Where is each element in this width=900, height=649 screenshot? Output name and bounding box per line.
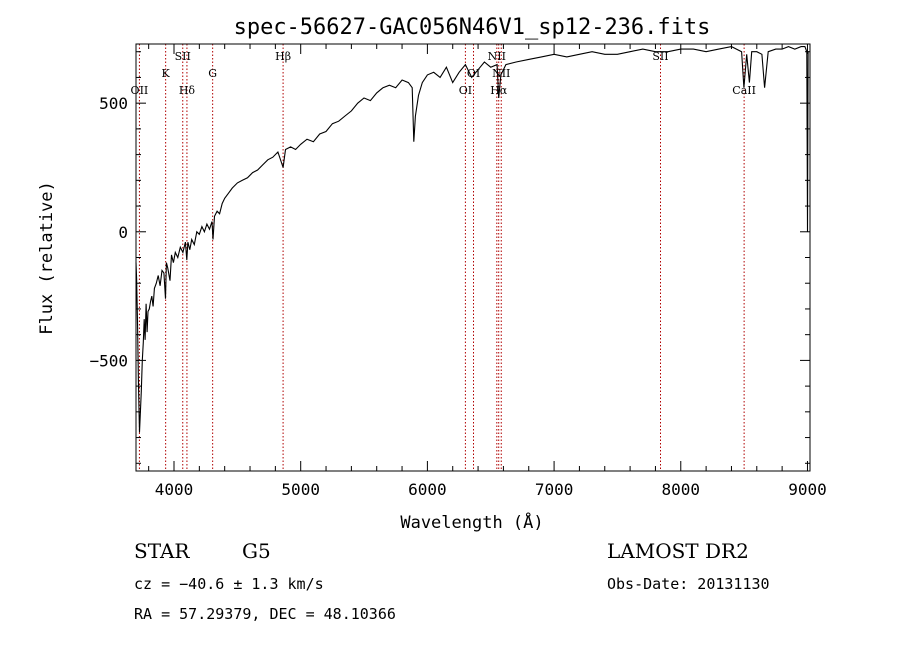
line-label: K <box>162 67 171 80</box>
object-subclass: G5 <box>242 539 271 563</box>
y-axis-ticks: −500 0 500 <box>89 51 810 464</box>
spectral-line-markers <box>138 44 745 471</box>
line-label: Hδ <box>179 84 196 97</box>
x-tick-label: 7000 <box>535 480 574 499</box>
x-tick-label: 6000 <box>408 480 447 499</box>
line-label: Hβ <box>275 50 291 63</box>
y-tick-label: 0 <box>118 223 128 242</box>
object-class: STAR <box>134 539 190 563</box>
y-axis-label: Flux (relative) <box>37 181 57 335</box>
survey-name: LAMOST DR2 <box>607 539 749 563</box>
line-label: G <box>208 67 217 80</box>
spectrum-line <box>135 46 809 433</box>
line-label: SII <box>652 50 668 63</box>
x-tick-label: 8000 <box>662 480 701 499</box>
x-tick-label: 9000 <box>788 480 827 499</box>
coordinates: RA = 57.29379, DEC = 48.10366 <box>134 605 396 623</box>
x-tick-label: 5000 <box>281 480 320 499</box>
line-label: OI <box>459 84 472 97</box>
x-axis-ticks: 4000 5000 6000 7000 8000 9000 <box>148 44 827 499</box>
line-label: OII <box>131 84 149 97</box>
x-tick-label: 4000 <box>155 480 194 499</box>
observation-date: Obs-Date: 20131130 <box>607 575 770 593</box>
y-tick-label: 500 <box>99 94 128 113</box>
line-label: NII <box>488 50 506 63</box>
y-tick-label: −500 <box>89 351 128 370</box>
redshift-velocity: cz = −40.6 ± 1.3 km/s <box>134 575 324 593</box>
chart-title: spec-56627-GAC056N46V1_sp12-236.fits <box>234 15 711 40</box>
line-label: OI <box>467 67 480 80</box>
line-label: CaII <box>732 84 756 97</box>
plot-frame <box>135 43 811 472</box>
x-axis-label: Wavelength (Å) <box>400 511 543 533</box>
line-label: SII <box>175 50 191 63</box>
